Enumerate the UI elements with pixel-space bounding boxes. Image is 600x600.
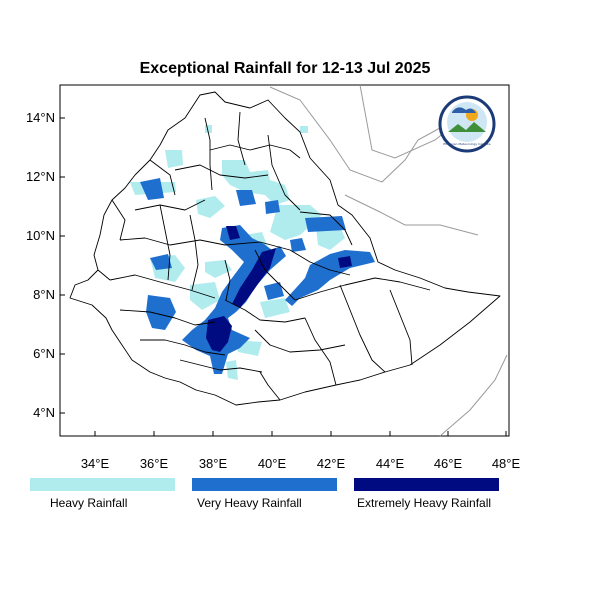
region-line — [159, 204, 171, 281]
legend-swatch-heavy — [30, 478, 175, 491]
very-heavy-rainfall-area — [236, 190, 256, 206]
region-line — [179, 359, 263, 373]
somalia-coast — [439, 354, 508, 437]
y-tick-label: 6°N — [33, 346, 55, 361]
region-line — [289, 249, 351, 276]
region-line — [299, 211, 353, 246]
plot-area: Ethiopian Meteorology Institute — [59, 84, 510, 437]
cloud-icon — [452, 107, 476, 113]
very-heavy-rainfall-area — [290, 238, 306, 252]
region-line — [111, 199, 126, 241]
x-tick-marks — [94, 431, 507, 436]
region-line — [204, 117, 213, 191]
region-line — [134, 199, 206, 211]
region-line — [189, 214, 199, 291]
x-tick-label: 34°E — [81, 456, 110, 471]
heavy-rainfall-area — [205, 260, 232, 278]
y-tick-label: 12°N — [26, 169, 55, 184]
heavy-rainfall-area — [190, 282, 220, 310]
heavy-rainfall-area — [270, 205, 322, 240]
eritrea-border — [269, 86, 479, 183]
x-tick-label: 40°E — [258, 456, 287, 471]
x-tick-label: 36°E — [140, 456, 169, 471]
gulf-coast — [344, 194, 479, 236]
y-axis: 14°N 12°N 10°N 8°N 6°N 4°N — [26, 110, 65, 420]
y-tick-label: 4°N — [33, 405, 55, 420]
region-line — [174, 164, 269, 179]
region-line — [109, 274, 216, 299]
extreme-rainfall-area — [206, 316, 232, 352]
region-line — [389, 289, 413, 366]
region-line — [224, 259, 231, 301]
legend: Heavy Rainfall Very Heavy Rainfall Extre… — [30, 478, 499, 510]
heavy-rainfall-area — [165, 150, 183, 168]
heavy-rainfall-area — [260, 298, 290, 318]
ethiopia-outline — [69, 91, 501, 406]
region-line — [254, 329, 346, 353]
x-tick-label: 48°E — [492, 456, 521, 471]
map-title: Exceptional Rainfall for 12-13 Jul 2025 — [140, 60, 431, 77]
region-boundaries — [69, 91, 501, 406]
heavy-rainfall-area — [226, 360, 238, 380]
y-tick-label: 8°N — [33, 287, 55, 302]
region-line — [267, 134, 301, 211]
legend-label-extreme: Extremely Heavy Rainfall — [357, 496, 491, 510]
y-tick-marks — [60, 117, 65, 414]
extreme-rainfall-area — [232, 248, 276, 308]
x-tick-label: 42°E — [317, 456, 346, 471]
region-line — [149, 159, 176, 196]
logo-sky — [447, 102, 487, 142]
heavy-rainfall-area — [300, 126, 308, 133]
region-line — [97, 269, 111, 281]
plot-frame — [59, 84, 510, 437]
region-line — [119, 309, 216, 326]
extreme-rainfall-area — [226, 226, 240, 240]
ethiopian-meteorology-logo: Ethiopian Meteorology Institute — [438, 95, 496, 153]
mountain-icon — [448, 122, 486, 132]
very-heavy-rainfall-area — [265, 200, 280, 214]
very-heavy-rainfall-area — [150, 254, 172, 270]
legend-swatch-very-heavy — [192, 478, 337, 491]
extreme-rainfall-area — [338, 256, 352, 268]
heavy-rainfall-area — [196, 196, 225, 218]
legend-swatch-extreme — [354, 478, 499, 491]
logo-org-text: Ethiopian Meteorology Institute — [443, 142, 490, 146]
region-line — [254, 249, 296, 301]
region-line — [304, 317, 337, 386]
x-tick-label: 46°E — [434, 456, 463, 471]
legend-label-heavy: Heavy Rainfall — [50, 496, 127, 510]
x-axis: 34°E 36°E 38°E 40°E 42°E 44°E 46°E 48°E — [81, 431, 521, 471]
very-heavy-rainfall-area — [305, 216, 346, 232]
region-line — [224, 299, 306, 323]
y-tick-label: 14°N — [26, 110, 55, 125]
legend-label-very-heavy: Very Heavy Rainfall — [197, 496, 302, 510]
x-tick-label: 44°E — [376, 456, 405, 471]
heavy-rainfall-area — [222, 160, 290, 205]
region-line — [119, 237, 291, 251]
very-heavy-rainfall-area — [264, 282, 284, 300]
very-heavy-rainfall-area — [140, 178, 164, 200]
region-line — [209, 144, 301, 159]
region-line — [140, 339, 226, 356]
y-tick-label: 10°N — [26, 228, 55, 243]
x-tick-label: 38°E — [199, 456, 228, 471]
region-line — [294, 277, 431, 301]
extreme-rainfall-layer — [206, 226, 352, 352]
very-heavy-rainfall-area — [285, 250, 375, 306]
region-line — [237, 111, 246, 166]
very-heavy-rainfall-area — [146, 295, 176, 330]
region-line — [259, 371, 281, 401]
region-line — [339, 284, 386, 373]
